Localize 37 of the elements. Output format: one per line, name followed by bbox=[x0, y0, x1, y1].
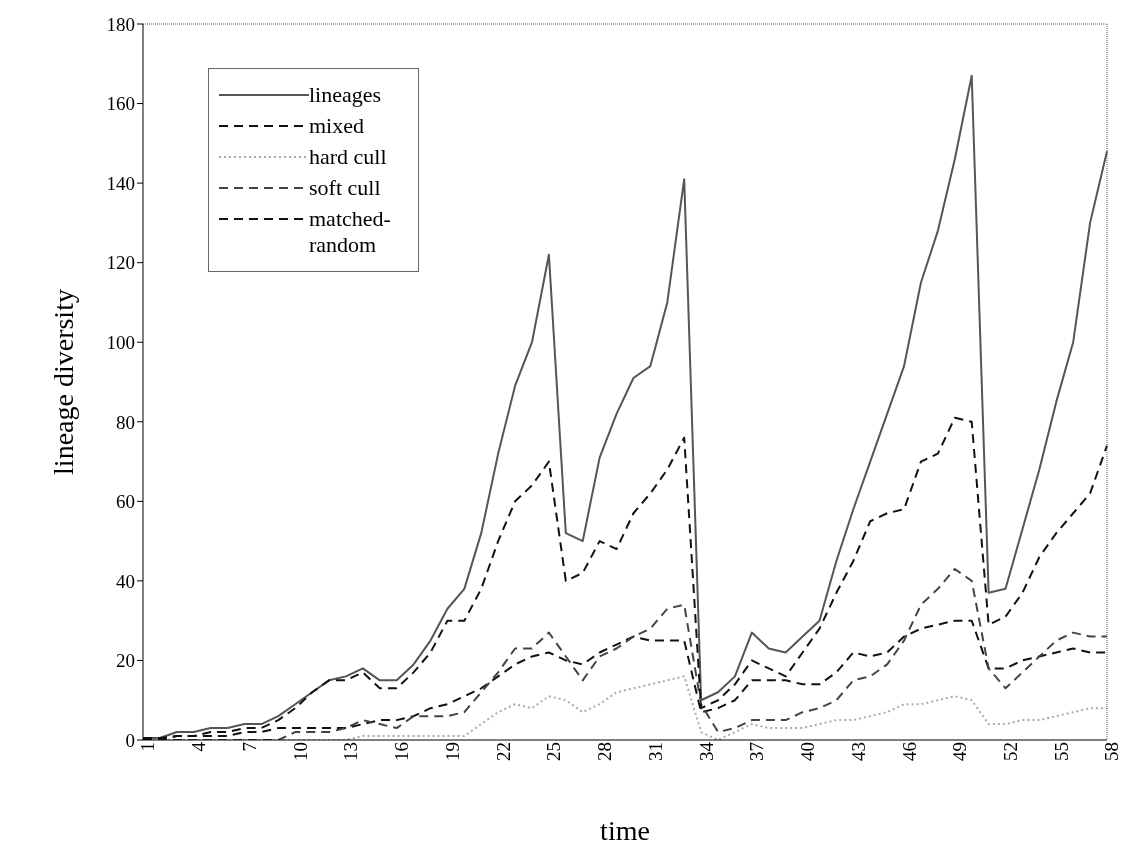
y-tick-label: 80 bbox=[116, 411, 135, 433]
x-tick-label: 16 bbox=[391, 742, 413, 761]
x-tick-label: 22 bbox=[492, 742, 514, 761]
x-tick-label: 43 bbox=[847, 742, 869, 761]
y-tick-label: 180 bbox=[106, 13, 135, 35]
y-tick-label: 60 bbox=[116, 491, 135, 513]
x-tick-label: 40 bbox=[797, 742, 819, 761]
x-tick-label: 52 bbox=[1000, 742, 1022, 761]
x-tick-label: 19 bbox=[441, 742, 463, 761]
x-tick-label: 55 bbox=[1050, 742, 1072, 761]
y-tick-label: 0 bbox=[125, 729, 135, 751]
x-tick-label: 10 bbox=[289, 742, 311, 761]
x-tick-label: 1 bbox=[137, 742, 159, 752]
y-tick-label: 160 bbox=[106, 93, 135, 115]
y-axis-title: lineage diversity bbox=[47, 289, 79, 475]
x-tick-label: 34 bbox=[695, 741, 717, 761]
legend-label: hard cull bbox=[309, 144, 388, 170]
legend-label: soft cull bbox=[309, 175, 382, 201]
x-tick-label: 31 bbox=[644, 742, 666, 761]
y-tick-label: 20 bbox=[116, 650, 135, 672]
x-tick-label: 49 bbox=[949, 742, 971, 761]
x-tick-label: 4 bbox=[188, 741, 210, 752]
legend-label: mixed bbox=[309, 113, 365, 139]
y-tick-label: 120 bbox=[106, 252, 135, 274]
x-tick-label: 58 bbox=[1101, 742, 1123, 761]
x-tick-label: 46 bbox=[898, 742, 920, 761]
legend-label: lineages bbox=[309, 82, 383, 108]
y-tick-label: 40 bbox=[116, 570, 135, 592]
x-tick-label: 37 bbox=[746, 742, 768, 761]
y-tick-label: 140 bbox=[106, 172, 135, 194]
x-tick-label: 13 bbox=[340, 742, 362, 761]
x-tick-label: 28 bbox=[594, 742, 616, 761]
x-axis-title: time bbox=[600, 815, 650, 846]
x-tick-label: 25 bbox=[543, 742, 565, 761]
y-tick-label: 100 bbox=[106, 331, 135, 353]
x-tick-label: 7 bbox=[238, 742, 260, 752]
legend-label: matched-random bbox=[309, 206, 392, 258]
